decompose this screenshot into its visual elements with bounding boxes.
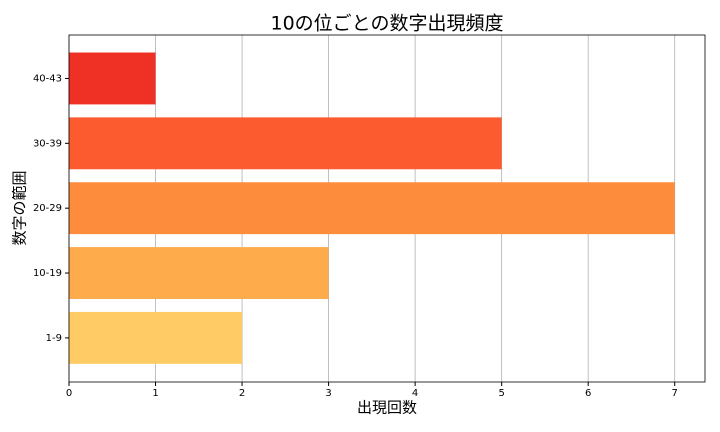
x-tick-label: 5: [498, 388, 504, 399]
y-tick-label: 1-9: [46, 333, 62, 344]
bar: [69, 117, 502, 170]
y-tick-label: 20-29: [33, 203, 62, 214]
bar: [69, 182, 675, 235]
x-tick-label: 1: [152, 388, 158, 399]
x-tick-label: 4: [412, 388, 418, 399]
bar: [69, 247, 329, 299]
y-tick-label: 10-19: [33, 268, 62, 279]
chart-title: 10の位ごとの数字出現頻度: [271, 13, 504, 35]
x-tick-label: 7: [672, 388, 678, 399]
bar: [69, 52, 156, 105]
x-tick-label: 0: [66, 388, 72, 399]
x-tick-label: 6: [585, 388, 591, 399]
x-tick-label: 2: [239, 388, 245, 399]
x-axis-label: 出現回数: [357, 399, 417, 417]
y-tick-label: 40-43: [33, 73, 62, 84]
y-axis-label: 数字の範囲: [11, 170, 29, 245]
y-tick-label: 30-39: [33, 138, 62, 149]
x-tick-label: 3: [325, 388, 331, 399]
bar: [69, 311, 243, 364]
plot-frame: [68, 34, 706, 383]
